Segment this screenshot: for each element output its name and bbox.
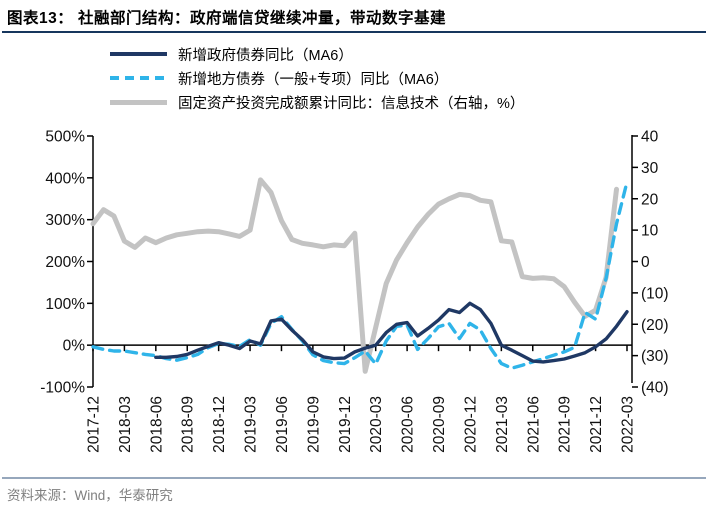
source-note: 资料来源：Wind，华泰研究 xyxy=(7,488,173,503)
series-line-it_fai xyxy=(90,177,619,374)
x-axis-label: 2021-09 xyxy=(557,396,574,453)
left-axis-label: 500% xyxy=(45,129,85,146)
x-axis-label: 2018-03 xyxy=(117,396,134,453)
x-axis-label: 2021-06 xyxy=(525,396,542,453)
footer-divider xyxy=(2,477,706,479)
title-divider xyxy=(2,31,706,33)
left-axis-label: 300% xyxy=(45,212,85,229)
legend-item-it_fai: 固定资产投资完成额累计同比：信息技术（右轴，%） xyxy=(110,90,524,114)
x-axis-label: 2018-12 xyxy=(211,396,228,453)
x-axis-label: 2017-12 xyxy=(86,396,103,453)
series-line-gov_bonds xyxy=(154,301,629,364)
x-axis-label: 2018-09 xyxy=(180,396,197,453)
x-axis-label: 2019-12 xyxy=(337,396,354,453)
right-axis-label: 10 xyxy=(641,223,659,240)
x-axis-label: 2021-03 xyxy=(494,396,511,453)
legend-label: 新增地方债券（一般+专项）同比（MA6） xyxy=(178,71,449,88)
right-axis-label: 30 xyxy=(641,160,659,177)
legend-line-sample-it_fai xyxy=(110,99,167,105)
figure-title: 图表13： 社融部门结构：政府端信贷继续冲量，带动数字基建 xyxy=(7,10,447,27)
x-axis-label: 2018-06 xyxy=(148,396,165,453)
left-axis-label: 0% xyxy=(63,338,86,355)
x-axis-label: 2019-06 xyxy=(274,396,291,453)
left-axis-label: 400% xyxy=(45,170,85,187)
legend-label: 固定资产投资完成额累计同比：信息技术（右轴，%） xyxy=(178,95,525,112)
left-axis-label: -100% xyxy=(40,380,85,397)
x-axis-label: 2021-12 xyxy=(588,396,605,453)
right-axis-label: (10) xyxy=(641,285,669,302)
legend-line-sample-local_bonds xyxy=(110,76,167,80)
right-axis-label: 20 xyxy=(641,191,659,208)
legend-label: 新增政府债券同比（MA6） xyxy=(178,47,353,64)
legend-item-gov_bonds: 新增政府债券同比（MA6） xyxy=(110,42,524,66)
right-axis-label: (30) xyxy=(641,348,669,365)
x-axis-label: 2020-09 xyxy=(431,396,448,453)
x-axis-label: 2020-12 xyxy=(462,396,479,453)
legend-line-sample-gov_bonds xyxy=(110,52,167,56)
x-axis-label: 2020-06 xyxy=(400,396,417,453)
right-axis-label: 0 xyxy=(641,254,650,271)
right-axis-label: (20) xyxy=(641,317,669,334)
x-axis-label: 2019-09 xyxy=(305,396,322,453)
right-axis-label: (40) xyxy=(641,380,669,397)
legend: 新增政府债券同比（MA6） 新增地方债券（一般+专项）同比（MA6） 固定资产投资完… xyxy=(110,42,524,114)
left-axis-label: 200% xyxy=(45,254,85,271)
x-axis-label: 2022-03 xyxy=(620,396,637,453)
right-axis-label: 40 xyxy=(641,129,659,146)
x-axis-label: 2019-03 xyxy=(243,396,260,453)
left-axis-label: 100% xyxy=(45,296,85,313)
x-axis-label: 2020-03 xyxy=(368,396,385,453)
legend-item-local_bonds: 新增地方债券（一般+专项）同比（MA6） xyxy=(110,66,524,90)
